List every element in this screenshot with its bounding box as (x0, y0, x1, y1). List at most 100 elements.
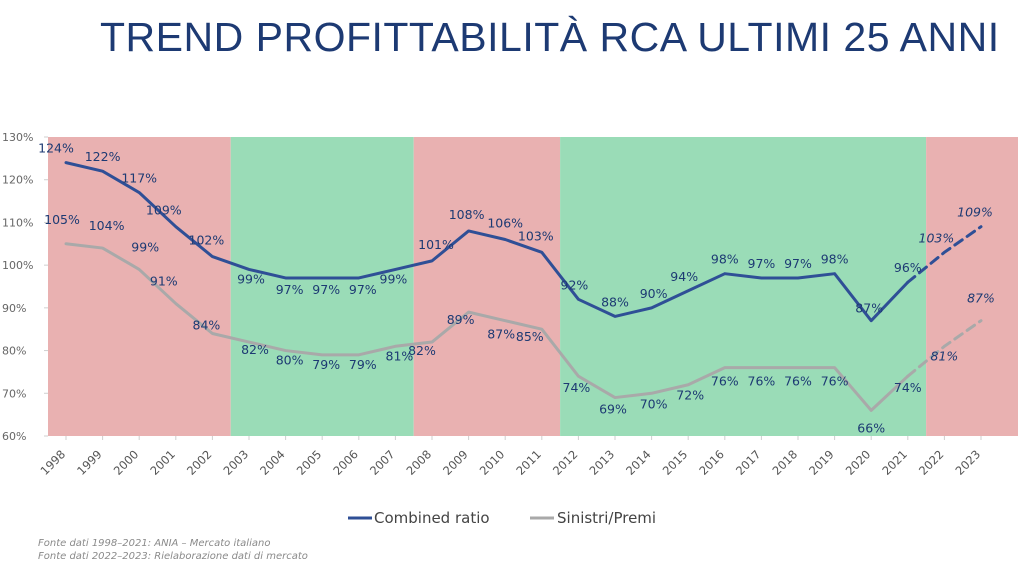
x-tick-label: 2021 (879, 447, 910, 478)
data-label-combined-ratio: 97% (312, 282, 340, 297)
data-label-combined-ratio: 117% (121, 171, 157, 186)
data-label-combined-ratio: 99% (237, 271, 265, 286)
y-axis: 60% 70% 80% 90% 100% 110% 120% 130% (2, 131, 48, 443)
x-tick-label: 2001 (147, 447, 178, 478)
x-tick-label: 2017 (733, 447, 764, 478)
data-label-combined-ratio: 97% (784, 256, 812, 271)
data-label-combined-ratio: 109% (957, 205, 993, 220)
data-label-sinistri-premi: 82% (408, 343, 436, 358)
x-tick-label: 2018 (770, 447, 801, 478)
x-tick-label: 2023 (953, 447, 984, 478)
data-label-sinistri-premi: 76% (821, 374, 849, 389)
data-label-sinistri-premi: 91% (150, 274, 178, 289)
data-label-combined-ratio: 103% (518, 228, 554, 243)
data-label-sinistri-premi: 82% (241, 342, 269, 357)
x-tick-label: 1998 (38, 447, 69, 478)
legend-label-combined-ratio: Combined ratio (374, 509, 490, 527)
y-tick-label: 70% (2, 387, 26, 400)
x-tick-label: 2004 (257, 447, 288, 478)
x-tick-label: 2008 (404, 447, 435, 478)
series-line-estimated-sinistri-premi (906, 319, 983, 378)
data-label-combined-ratio: 87% (855, 301, 883, 316)
data-label-combined-ratio: 108% (449, 207, 485, 222)
data-label-sinistri-premi: 85% (516, 329, 544, 344)
data-label-sinistri-premi: 104% (89, 218, 125, 233)
data-label-combined-ratio: 94% (670, 269, 698, 284)
x-tick-label: 2015 (660, 447, 691, 478)
x-tick-label: 1999 (74, 447, 105, 478)
data-label-sinistri-premi: 80% (276, 353, 304, 368)
x-tick-label: 2003 (221, 447, 252, 478)
data-label-sinistri-premi: 70% (640, 396, 668, 411)
data-label-combined-ratio: 96% (894, 260, 922, 275)
x-axis: 1998 1999 2000 2001 2002 2003 2004 2005 2006 2007… (38, 436, 984, 478)
x-tick-label: 2000 (111, 447, 142, 478)
data-label-combined-ratio: 106% (487, 216, 523, 231)
data-label-sinistri-premi: 105% (44, 212, 80, 227)
y-tick-label: 110% (2, 216, 33, 229)
data-label-sinistri-premi: 76% (748, 374, 776, 389)
data-label-combined-ratio: 97% (748, 256, 776, 271)
legend-label-sinistri-premi: Sinistri/Premi (557, 509, 656, 527)
page-title: TREND PROFITTABILITÀ RCA ULTIMI 25 ANNI (100, 14, 1000, 60)
data-label-sinistri-premi: 74% (894, 380, 922, 395)
data-label-sinistri-premi: 99% (131, 239, 159, 254)
x-tick-label: 2006 (330, 447, 361, 478)
x-tick-label: 2010 (477, 447, 508, 478)
background-band-red (413, 137, 561, 436)
x-tick-label: 2009 (440, 447, 471, 478)
x-tick-label: 2016 (696, 447, 727, 478)
legend: Combined ratio Sinistri/Premi (348, 509, 656, 527)
data-label-sinistri-premi: 89% (447, 312, 475, 327)
background-bands (48, 137, 1018, 436)
data-label-combined-ratio: 97% (349, 282, 377, 297)
x-tick-label: 2019 (806, 447, 837, 478)
data-label-sinistri-premi: 76% (784, 374, 812, 389)
series-line-estimated-combined-ratio (906, 225, 983, 284)
data-label-combined-ratio: 90% (640, 286, 668, 301)
y-tick-label: 60% (2, 430, 26, 443)
background-band-red (926, 137, 1018, 436)
series-lines (64, 161, 983, 412)
source-note-2: Fonte dati 2022–2023: Rielaborazione dat… (38, 551, 308, 562)
data-label-sinistri-premi: 79% (312, 357, 340, 372)
data-label-sinistri-premi: 87% (967, 291, 995, 306)
data-label-sinistri-premi: 66% (857, 420, 885, 435)
x-tick-label: 2007 (367, 447, 398, 478)
data-label-sinistri-premi: 84% (193, 317, 221, 332)
y-tick-label: 80% (2, 345, 26, 358)
series-line-combined-ratio (64, 161, 910, 323)
data-label-combined-ratio: 99% (380, 271, 408, 286)
source-notes: Fonte dati 1998–2021: ANIA – Mercato ita… (38, 537, 308, 563)
data-label-combined-ratio: 92% (561, 277, 589, 292)
x-tick-label: 2012 (550, 447, 581, 478)
data-label-combined-ratio: 98% (821, 252, 849, 267)
x-tick-label: 2014 (623, 447, 654, 478)
data-label-sinistri-premi: 74% (563, 380, 591, 395)
data-label-sinistri-premi: 69% (599, 402, 627, 417)
data-labels: 124%122%117%109%102%99%97% 97% 97%99%101%1… (38, 141, 995, 436)
series-line-sinistri-premi (64, 242, 910, 412)
data-label-combined-ratio: 122% (85, 149, 121, 164)
x-tick-label: 2013 (587, 447, 618, 478)
data-label-combined-ratio: 109% (146, 203, 182, 218)
data-label-combined-ratio: 98% (711, 252, 739, 267)
x-tick-label: 2005 (294, 447, 325, 478)
x-tick-label: 2002 (184, 447, 215, 478)
y-tick-label: 90% (2, 302, 26, 315)
data-label-combined-ratio: 102% (189, 233, 225, 248)
x-tick-label: 2022 (916, 447, 947, 478)
source-note-1: Fonte dati 1998–2021: ANIA – Mercato ita… (38, 538, 271, 549)
data-label-sinistri-premi: 72% (676, 388, 704, 403)
background-band-green (560, 137, 927, 436)
data-label-combined-ratio: 124% (38, 141, 74, 156)
data-label-combined-ratio: 101% (418, 237, 454, 252)
y-tick-label: 120% (2, 174, 33, 187)
data-label-sinistri-premi: 87% (487, 327, 515, 342)
data-label-combined-ratio: 97% (276, 282, 304, 297)
data-label-combined-ratio: 88% (601, 294, 629, 309)
data-label-sinistri-premi: 81% (386, 348, 414, 363)
y-tick-label: 100% (2, 259, 33, 272)
data-label-sinistri-premi: 81% (931, 348, 959, 363)
